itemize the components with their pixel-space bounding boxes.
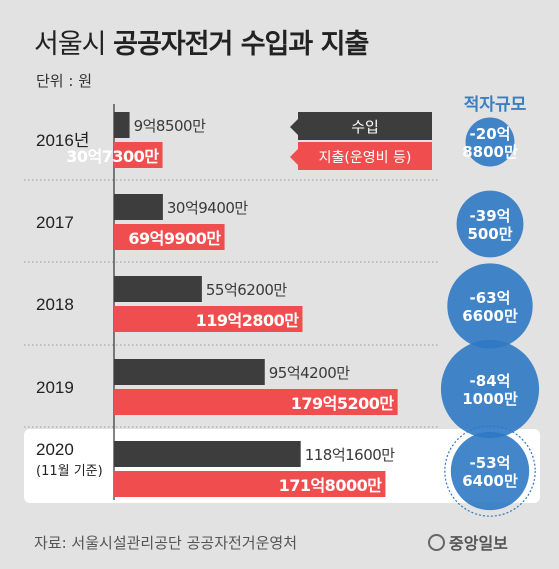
deficit-label-line1: -53억 — [470, 454, 511, 472]
title-light: 서울시 — [34, 29, 114, 60]
income-bar — [114, 359, 265, 385]
category-label: 2020 — [36, 440, 74, 459]
income-bar — [114, 276, 202, 302]
expense-bar — [114, 224, 225, 250]
income-value-label: 95억4200만 — [269, 364, 351, 382]
income-bar — [114, 441, 301, 467]
legend-expense-pointer — [290, 149, 298, 165]
income-value-label: 118억1600만 — [305, 446, 396, 464]
expense-value-label: 171억8000만 — [279, 476, 383, 495]
income-bar — [114, 194, 163, 220]
publisher-logo: 중앙일보 — [428, 530, 508, 554]
deficit-label-line2: 6400만 — [462, 472, 518, 490]
income-value-label: 9억8500만 — [134, 117, 207, 135]
category-label: 2017 — [36, 213, 74, 232]
expense-bar — [114, 142, 163, 168]
deficit-label-line1: -39억 — [470, 207, 511, 225]
deficit-label-line1: -63억 — [470, 289, 511, 307]
logo-text: 중앙일보 — [449, 534, 508, 553]
chart-title: 서울시 공공자전거 수입과 지출 — [34, 22, 369, 61]
deficit-label-line2: 6600만 — [462, 307, 518, 325]
deficit-header: 적자규모 — [463, 95, 527, 115]
deficit-label-line1: -84억 — [470, 372, 511, 390]
category-label: 2018 — [36, 295, 74, 314]
logo-mark-icon — [428, 534, 445, 551]
unit-label: 단위 : 원 — [36, 72, 92, 90]
deficit-label-line1: -20억 — [470, 125, 511, 143]
deficit-label-line2: 500만 — [467, 225, 512, 243]
expense-value-label: 119억2800만 — [196, 311, 300, 330]
deficit-highlight-ring — [444, 425, 536, 517]
category-label: 2019 — [36, 378, 74, 397]
title-bold: 공공자전거 수입과 지출 — [113, 29, 369, 60]
category-label: 2016년 — [36, 131, 89, 150]
legend-income-label: 수입 — [351, 118, 379, 136]
expense-value-label: 30억7300만 — [66, 147, 159, 166]
legend-expense-label: 지출(운영비 등) — [319, 150, 412, 166]
legend-expense-swatch — [298, 142, 432, 170]
deficit-label-line2: 1000만 — [462, 390, 518, 408]
deficit-circle — [447, 263, 533, 349]
legend-income-pointer — [290, 119, 298, 135]
category-note: (11월 기준) — [36, 464, 103, 479]
expense-value-label: 69억9900만 — [128, 229, 221, 248]
deficit-circle — [465, 117, 515, 167]
expense-bar — [114, 306, 303, 332]
expense-bar — [114, 471, 386, 497]
deficit-circle — [440, 339, 540, 439]
source-note: 자료: 서울시설관리공단 공공자전거운영처 — [34, 534, 297, 552]
income-bar — [114, 112, 130, 138]
income-value-label: 55억6200만 — [206, 281, 288, 299]
income-value-label: 30억9400만 — [167, 199, 249, 217]
expense-value-label: 179억5200만 — [291, 394, 395, 413]
deficit-circle — [456, 190, 524, 258]
deficit-label-line2: 8800만 — [462, 143, 518, 161]
expense-bar — [114, 389, 398, 415]
legend-income-swatch — [298, 112, 432, 140]
deficit-circle — [450, 431, 530, 511]
